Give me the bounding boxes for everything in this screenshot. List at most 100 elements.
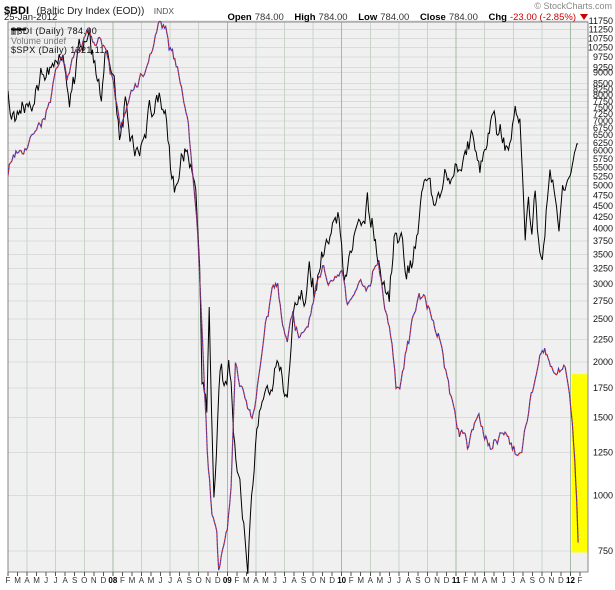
y-grid (8, 20, 588, 552)
symbol-name: (Baltic Dry Index (EOD)) (36, 6, 145, 17)
svg-text:6250: 6250 (593, 138, 613, 148)
svg-text:A: A (63, 576, 69, 585)
y-axis-labels: 1175011250107501025097509250900085008250… (588, 16, 613, 556)
svg-text:4250: 4250 (593, 212, 613, 222)
svg-text:A: A (406, 576, 412, 585)
svg-text:A: A (24, 576, 30, 585)
svg-text:S: S (72, 576, 77, 585)
svg-text:J: J (511, 576, 515, 585)
svg-text:S: S (301, 576, 306, 585)
svg-text:1500: 1500 (593, 413, 613, 423)
svg-text:M: M (243, 576, 250, 585)
svg-text:7000: 7000 (593, 116, 613, 126)
exchange-label: INDX (153, 6, 175, 16)
svg-text:09: 09 (223, 576, 232, 585)
x-grid (26, 22, 571, 572)
chart-title: $BDI (Baltic Dry Index (EOD)) INDX (4, 1, 174, 19)
copyright-label: © StockCharts.com (534, 1, 612, 11)
svg-text:3750: 3750 (593, 236, 613, 246)
svg-text:F: F (234, 576, 239, 585)
svg-text:A: A (368, 576, 374, 585)
low-value: 784.00 (380, 12, 410, 23)
svg-text:D: D (444, 576, 450, 585)
spx-line (8, 30, 579, 574)
high-label: High (294, 12, 316, 23)
svg-text:F: F (120, 576, 125, 585)
low-label: Low (358, 12, 378, 23)
svg-text:4000: 4000 (593, 224, 613, 234)
chg-label: Chg (488, 12, 507, 23)
svg-text:J: J (159, 576, 163, 585)
svg-text:J: J (168, 576, 172, 585)
svg-text:M: M (262, 576, 269, 585)
volume-bars-icon (11, 28, 19, 35)
svg-text:N: N (434, 576, 440, 585)
svg-text:6750: 6750 (593, 123, 613, 133)
plot-border (7, 21, 589, 573)
svg-text:9250: 9250 (593, 62, 613, 72)
svg-text:4500: 4500 (593, 201, 613, 211)
svg-text:A: A (482, 576, 488, 585)
svg-text:M: M (472, 576, 479, 585)
legend-item-volume: Volume undef (11, 28, 105, 47)
svg-text:O: O (539, 576, 545, 585)
svg-text:N: N (320, 576, 326, 585)
svg-text:O: O (81, 576, 87, 585)
svg-text:3500: 3500 (593, 249, 613, 259)
svg-text:8500: 8500 (593, 79, 613, 89)
legend-volume-label: Volume undef (11, 35, 67, 46)
svg-text:10250: 10250 (588, 42, 613, 52)
svg-text:J: J (502, 576, 506, 585)
svg-text:8000: 8000 (593, 90, 613, 100)
svg-text:5750: 5750 (593, 154, 613, 164)
svg-text:J: J (54, 576, 58, 585)
legend-item-spx: $SPX (Daily) 1321.11 (11, 28, 105, 56)
svg-text:11250: 11250 (589, 25, 613, 35)
svg-text:S: S (415, 576, 420, 585)
chg-down-icon (580, 14, 588, 20)
spx-line-swatch-icon (11, 28, 26, 31)
svg-text:3250: 3250 (593, 264, 613, 274)
svg-text:O: O (310, 576, 316, 585)
svg-text:F: F (463, 576, 468, 585)
highlight-band (571, 374, 588, 553)
svg-text:O: O (424, 576, 430, 585)
legend-bdi-label: $BDI (Daily) 784.00 (11, 26, 98, 36)
svg-text:M: M (491, 576, 498, 585)
svg-text:6500: 6500 (593, 130, 613, 140)
chart-date: 25-Jan-2012 (4, 12, 58, 23)
svg-text:9750: 9750 (593, 52, 613, 62)
svg-text:10750: 10750 (588, 33, 613, 43)
svg-text:750: 750 (598, 546, 613, 556)
svg-text:11: 11 (452, 576, 461, 585)
svg-text:J: J (282, 576, 286, 585)
svg-text:1000: 1000 (593, 491, 613, 501)
svg-text:M: M (33, 576, 40, 585)
svg-text:1250: 1250 (593, 448, 613, 458)
svg-text:A: A (139, 576, 145, 585)
close-label: Close (419, 12, 446, 23)
svg-text:M: M (14, 576, 21, 585)
bdi-line-red-dashes (8, 21, 579, 571)
svg-text:2500: 2500 (593, 314, 613, 324)
svg-text:5500: 5500 (593, 162, 613, 172)
svg-text:D: D (215, 576, 221, 585)
chart-legend: $BDI (Daily) 784.00 Volume undef $SPX (D… (11, 26, 105, 56)
high-value: 784.00 (318, 12, 348, 23)
svg-text:M: M (376, 576, 383, 585)
svg-text:08: 08 (108, 576, 117, 585)
svg-text:M: M (129, 576, 136, 585)
svg-text:M: M (148, 576, 155, 585)
svg-text:D: D (100, 576, 106, 585)
close-value: 784.00 (448, 12, 478, 23)
svg-text:J: J (44, 576, 48, 585)
bdi-line-blue-dashes (8, 21, 579, 571)
svg-text:A: A (253, 576, 259, 585)
legend-spx-label: $SPX (Daily) 1321.11 (11, 45, 105, 55)
symbol-label: $BDI (4, 5, 30, 17)
svg-text:3000: 3000 (593, 279, 613, 289)
svg-text:A: A (520, 576, 526, 585)
svg-text:O: O (196, 576, 202, 585)
svg-text:D: D (558, 576, 564, 585)
